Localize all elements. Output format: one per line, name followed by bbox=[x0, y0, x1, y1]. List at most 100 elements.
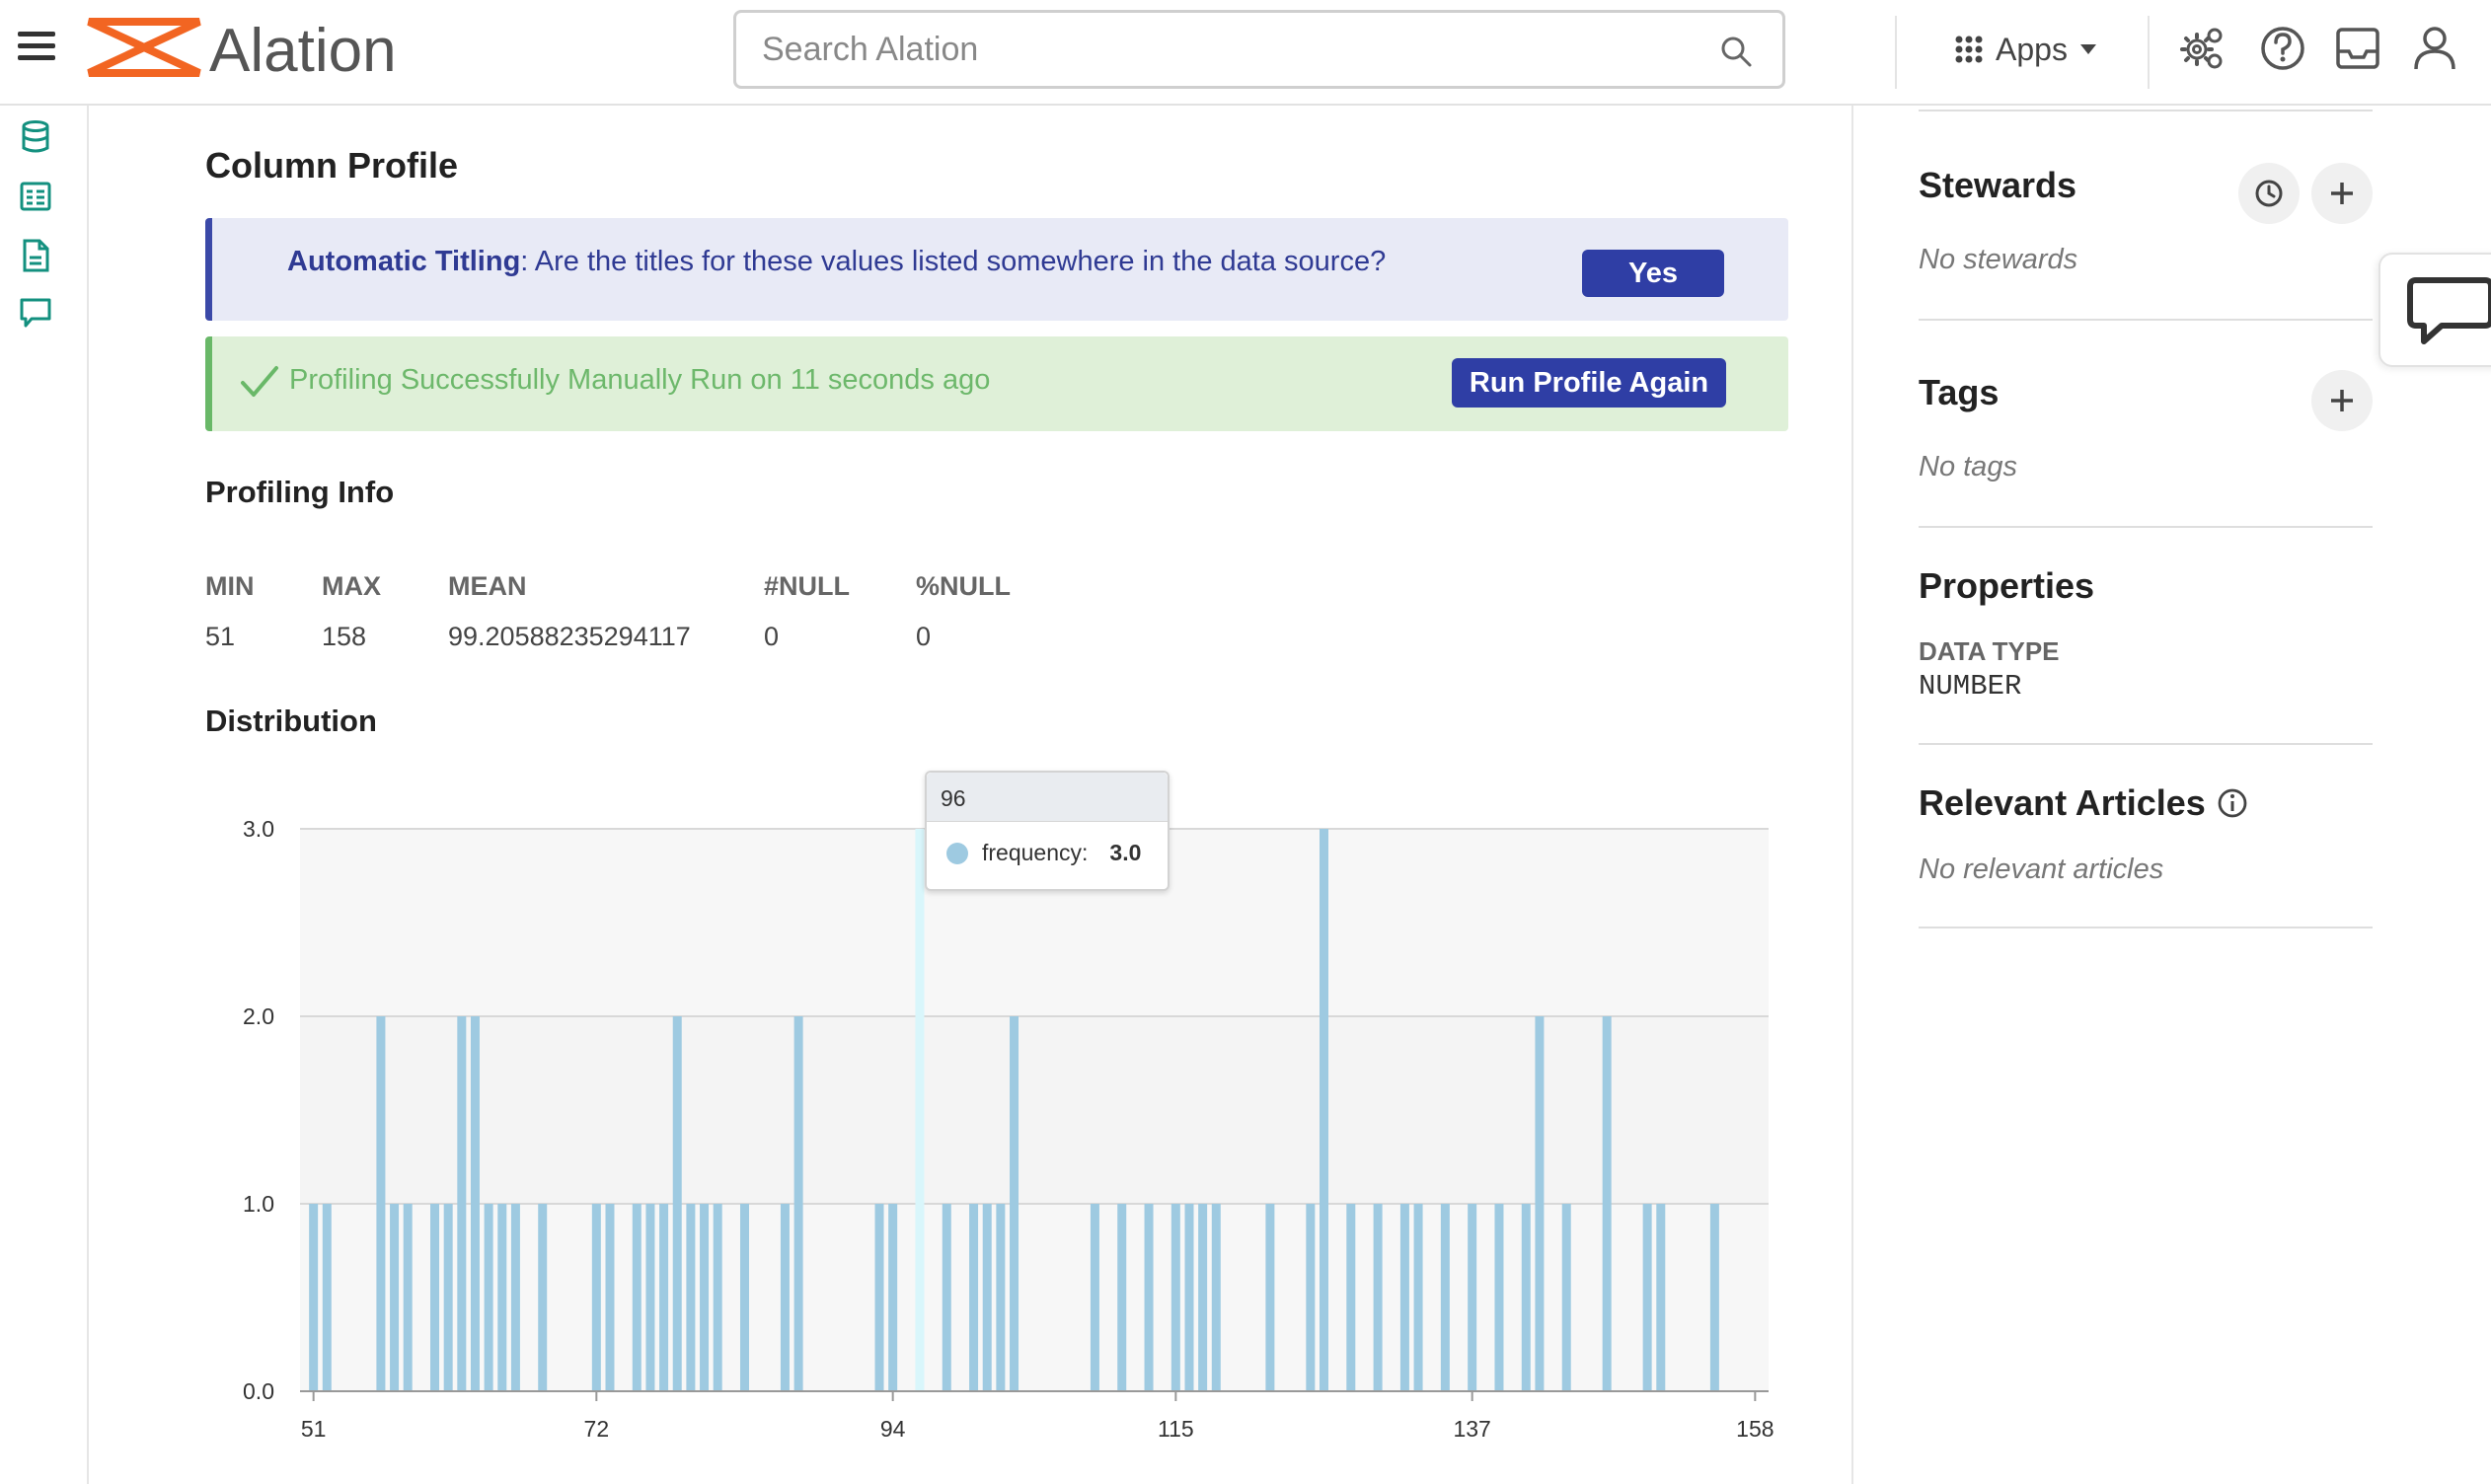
histogram-bar[interactable] bbox=[780, 1204, 790, 1391]
histogram-bar[interactable] bbox=[1399, 1204, 1409, 1391]
settings-icon[interactable] bbox=[2177, 22, 2230, 75]
histogram-bar[interactable] bbox=[1211, 1204, 1221, 1391]
chat-panel-toggle[interactable] bbox=[2378, 253, 2491, 367]
caret-down-icon bbox=[2079, 44, 2096, 54]
histogram-bar[interactable] bbox=[659, 1204, 669, 1391]
histogram-bar[interactable] bbox=[1198, 1204, 1208, 1391]
stat-label: MEAN bbox=[448, 571, 527, 601]
inbox-icon[interactable] bbox=[2331, 22, 2384, 75]
search-icon[interactable] bbox=[1719, 35, 1753, 68]
histogram-bar[interactable] bbox=[510, 1204, 520, 1391]
stat-value: 0 bbox=[916, 622, 932, 651]
table-icon[interactable] bbox=[18, 179, 53, 214]
histogram-bar[interactable] bbox=[497, 1204, 507, 1391]
histogram-bar[interactable] bbox=[1521, 1204, 1531, 1391]
stewards-title: Stewards bbox=[1919, 165, 2077, 205]
histogram-bar[interactable] bbox=[309, 1204, 319, 1391]
menu-icon[interactable] bbox=[18, 30, 55, 63]
histogram-bar[interactable] bbox=[686, 1204, 696, 1391]
histogram-bar[interactable] bbox=[1346, 1204, 1356, 1391]
comment-icon[interactable] bbox=[18, 295, 53, 331]
steward-history-button[interactable] bbox=[2238, 163, 2300, 224]
histogram-bar[interactable] bbox=[1561, 1204, 1571, 1391]
histogram-bar[interactable] bbox=[969, 1204, 979, 1391]
histogram-bar[interactable] bbox=[605, 1204, 615, 1391]
histogram-bar[interactable] bbox=[1535, 1016, 1545, 1391]
help-icon[interactable] bbox=[2256, 22, 2309, 75]
stat-max: MAX 158 bbox=[322, 571, 381, 652]
histogram-bar[interactable] bbox=[403, 1204, 413, 1391]
stat-value: 51 bbox=[205, 622, 236, 651]
user-icon[interactable] bbox=[2408, 22, 2461, 75]
histogram-bar[interactable] bbox=[942, 1204, 951, 1391]
document-icon[interactable] bbox=[18, 238, 53, 273]
add-tag-button[interactable] bbox=[2311, 370, 2373, 431]
histogram-bar[interactable] bbox=[700, 1204, 710, 1391]
histogram-bar[interactable] bbox=[1320, 829, 1329, 1391]
histogram-bar[interactable] bbox=[1306, 1204, 1316, 1391]
histogram-bar[interactable] bbox=[591, 1204, 601, 1391]
histogram-bar[interactable] bbox=[739, 1204, 749, 1391]
histogram-bar[interactable] bbox=[1184, 1204, 1194, 1391]
chart-tooltip: 96 frequency: 3.0 bbox=[925, 771, 1170, 891]
histogram-bar[interactable] bbox=[457, 1016, 467, 1391]
plus-icon bbox=[2331, 390, 2353, 411]
histogram-bar[interactable] bbox=[1440, 1204, 1450, 1391]
apps-menu-button[interactable]: Apps bbox=[1954, 28, 2097, 71]
histogram-bar[interactable] bbox=[443, 1204, 453, 1391]
histogram-bar[interactable] bbox=[874, 1204, 884, 1391]
histogram-bar[interactable] bbox=[982, 1204, 992, 1391]
histogram-bar[interactable] bbox=[538, 1204, 548, 1391]
x-tick-label: 94 bbox=[880, 1416, 906, 1442]
histogram-bar[interactable] bbox=[1090, 1204, 1099, 1391]
histogram-bar[interactable] bbox=[793, 1016, 803, 1391]
search-input[interactable] bbox=[762, 23, 1690, 76]
alation-logo[interactable]: Alation bbox=[83, 16, 418, 85]
profile-status-text: Profiling Successfully Manually Run on 1… bbox=[289, 364, 991, 396]
logo-text: Alation bbox=[209, 17, 397, 85]
histogram-bar[interactable] bbox=[470, 1016, 480, 1391]
automatic-titling-banner: Automatic Titling: Are the titles for th… bbox=[205, 218, 1788, 321]
add-steward-button[interactable] bbox=[2311, 163, 2373, 224]
histogram-bar[interactable] bbox=[1709, 1204, 1719, 1391]
histogram-bar[interactable] bbox=[484, 1204, 493, 1391]
yes-button[interactable]: Yes bbox=[1582, 250, 1724, 297]
histogram-bar[interactable] bbox=[1413, 1204, 1423, 1391]
histogram-bar[interactable] bbox=[632, 1204, 642, 1391]
x-tick-label: 158 bbox=[1736, 1416, 1774, 1442]
run-profile-again-button[interactable]: Run Profile Again bbox=[1452, 358, 1726, 408]
histogram-bar[interactable] bbox=[1642, 1204, 1652, 1391]
histogram-bar[interactable] bbox=[1468, 1204, 1477, 1391]
stat-value: 158 bbox=[322, 622, 367, 651]
info-icon[interactable] bbox=[2216, 786, 2249, 820]
histogram-bar[interactable] bbox=[645, 1204, 655, 1391]
histogram-bar[interactable] bbox=[390, 1204, 400, 1391]
histogram-bar[interactable] bbox=[430, 1204, 440, 1391]
histogram-bar[interactable] bbox=[672, 1016, 682, 1391]
histogram-bar[interactable] bbox=[322, 1204, 332, 1391]
distribution-chart[interactable]: 0.0 1.0 2.0 3.0 51 72 94 115 137 158 bbox=[197, 750, 1816, 1460]
histogram-bar[interactable] bbox=[888, 1204, 898, 1391]
search-box[interactable] bbox=[733, 10, 1785, 89]
histogram-bar[interactable] bbox=[1602, 1016, 1612, 1391]
divider bbox=[1895, 16, 1897, 89]
histogram-bar[interactable] bbox=[1117, 1204, 1127, 1391]
histogram-bar[interactable] bbox=[1265, 1204, 1275, 1391]
stat-label: MIN bbox=[205, 571, 255, 601]
histogram-bar[interactable] bbox=[376, 1016, 386, 1391]
histogram-bar[interactable] bbox=[1373, 1204, 1383, 1391]
histogram-bar[interactable] bbox=[915, 829, 925, 1391]
distribution-heading: Distribution bbox=[205, 704, 377, 738]
plus-icon bbox=[2331, 183, 2353, 204]
histogram-bar[interactable] bbox=[996, 1204, 1006, 1391]
divider bbox=[1919, 743, 2373, 745]
y-tick-label: 0.0 bbox=[243, 1378, 274, 1404]
histogram-bar[interactable] bbox=[713, 1204, 722, 1391]
database-icon[interactable] bbox=[18, 119, 53, 155]
histogram-bar[interactable] bbox=[1010, 1016, 1019, 1391]
histogram-bar[interactable] bbox=[1656, 1204, 1666, 1391]
histogram-bar[interactable] bbox=[1494, 1204, 1504, 1391]
histogram-bar[interactable] bbox=[1144, 1204, 1154, 1391]
histogram-bar[interactable] bbox=[1170, 1204, 1180, 1391]
x-tick-label: 51 bbox=[301, 1416, 327, 1442]
